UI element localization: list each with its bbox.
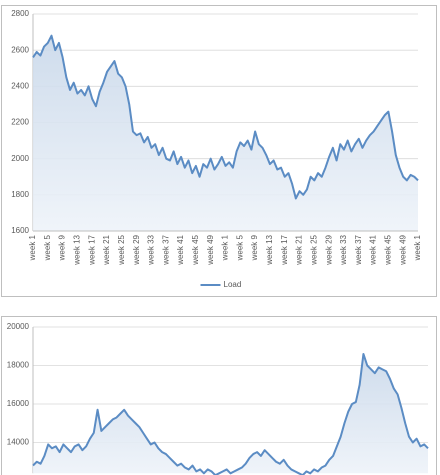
y-tick-label: 2200 bbox=[11, 118, 29, 127]
x-tick-label: week 17 bbox=[280, 234, 289, 265]
area-fill bbox=[33, 35, 418, 232]
x-tick-label: week 49 bbox=[398, 234, 407, 265]
y-tick-label: 16000 bbox=[7, 399, 30, 408]
legend-label: Load bbox=[224, 280, 242, 289]
x-tick-label: week 1 bbox=[221, 234, 230, 261]
line bbox=[32, 34, 419, 200]
y-tick-label: 20000 bbox=[7, 322, 30, 331]
y-tick-label: 2600 bbox=[11, 45, 29, 54]
x-tick-label: week 21 bbox=[295, 234, 304, 265]
x-tick-label: week 21 bbox=[102, 234, 111, 265]
x-tick-label: week 13 bbox=[265, 234, 274, 265]
y-tick-label: 14000 bbox=[7, 438, 30, 447]
y-tick-label: 2000 bbox=[11, 154, 29, 163]
y-tick-label: 1800 bbox=[11, 190, 29, 199]
x-tick-label: week 45 bbox=[383, 234, 392, 265]
x-tick-label: week 13 bbox=[73, 234, 82, 265]
y-tick-label: 2800 bbox=[11, 9, 29, 18]
area-fill bbox=[33, 353, 428, 475]
x-tick-label: week 9 bbox=[58, 234, 67, 261]
x-tick-label: week 5 bbox=[235, 234, 244, 261]
y-tick-label: 2400 bbox=[11, 81, 29, 90]
y-tick-label: 1600 bbox=[11, 226, 29, 235]
x-tick-label: week 41 bbox=[176, 234, 185, 265]
x-tick-label: week 1 bbox=[413, 234, 422, 261]
x-tick-label: week 9 bbox=[250, 234, 259, 261]
x-tick-label: week 29 bbox=[132, 234, 141, 265]
x-tick-label: week 29 bbox=[324, 234, 333, 265]
x-tick-label: week 37 bbox=[354, 234, 363, 265]
x-tick-label: week 41 bbox=[369, 234, 378, 265]
x-tick-label: week 5 bbox=[43, 234, 52, 261]
x-tick-label: week 25 bbox=[309, 234, 318, 265]
x-tick-label: week 45 bbox=[191, 234, 200, 265]
x-tick-label: week 1 bbox=[28, 234, 37, 261]
x-tick-label: week 17 bbox=[87, 234, 96, 265]
line bbox=[32, 352, 429, 475]
x-tick-label: week 33 bbox=[339, 234, 348, 265]
x-tick-label: week 33 bbox=[147, 234, 156, 265]
y-tick-label: 18000 bbox=[7, 361, 30, 370]
x-tick-label: week 37 bbox=[161, 234, 170, 265]
x-tick-label: week 25 bbox=[117, 234, 126, 265]
x-tick-label: week 49 bbox=[206, 234, 215, 265]
